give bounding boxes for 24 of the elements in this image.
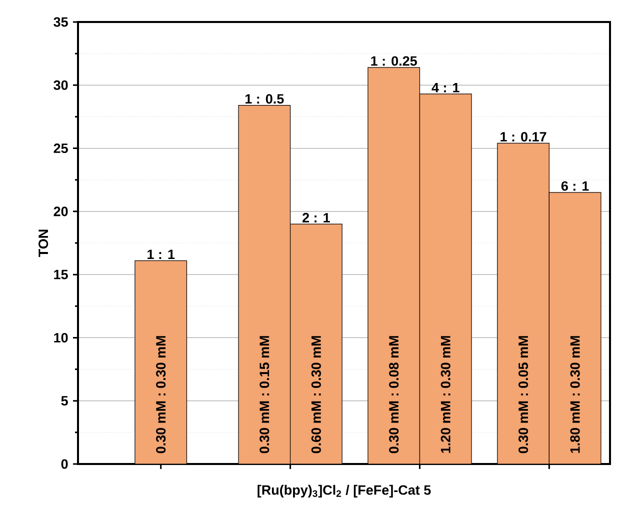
annotation: 1 : 0.5 (245, 94, 284, 104)
annotation: 4 : 1 (432, 83, 460, 92)
annotation: 0.30 mM : 0.15 mM (260, 336, 270, 454)
annotation: 1.20 mM : 0.30 mM (440, 336, 450, 453)
y-tick-label: 5 (61, 396, 68, 406)
y-tick-label: 10 (54, 332, 68, 342)
annotation: 1.80 mM : 0.30 mM (570, 336, 580, 453)
y-tick-label: 30 (54, 80, 68, 90)
annotation: 2 : 1 (302, 212, 330, 222)
y-tick-label: 20 (54, 206, 68, 216)
y-tick-label: 0 (61, 459, 68, 469)
annotation: 6 : 1 (561, 181, 589, 191)
y-tick-label: 35 (54, 17, 68, 27)
annotation: 0.30 mM : 0.05 mM (518, 336, 528, 454)
y-axis-title: TON (38, 230, 48, 257)
annotation: 0.30 mM : 0.08 mM (389, 336, 399, 454)
annotation: 1 : 0.17 (500, 132, 546, 142)
x-axis-title: [Ru(bpy)$_{3}$]Cl$_{2}$ / [FeFe]-Cat 5 (258, 484, 431, 498)
y-tick-label: 15 (54, 270, 68, 280)
annotation: 1 : 0.25 (371, 56, 417, 66)
y-tick-label: 25 (54, 144, 68, 154)
annotation: 0.30 mM : 0.30 mM (156, 336, 166, 454)
annotation: 1 : 1 (148, 250, 175, 259)
annotation: 0.60 mM : 0.30 mM (311, 336, 321, 454)
